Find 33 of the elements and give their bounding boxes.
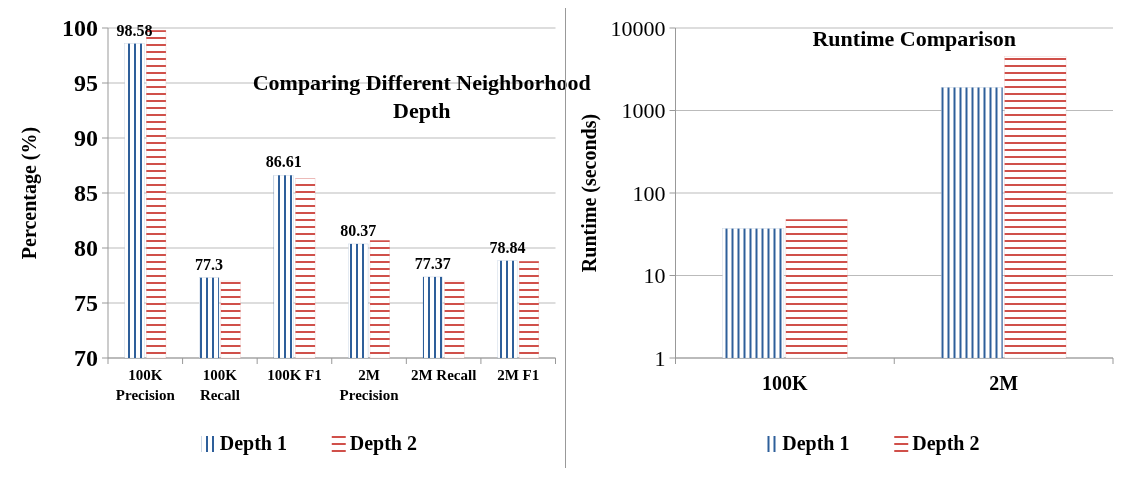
y-tick-label: 10 — [643, 263, 666, 289]
y-tick-label: 100 — [632, 180, 666, 206]
y-tick-label: 1000 — [621, 98, 666, 124]
y-tick-label: 75 — [74, 290, 98, 317]
legend-label: Depth 2 — [349, 432, 417, 455]
y-tick-label: 80 — [74, 235, 98, 262]
x-tick-label: 100K — [762, 372, 809, 394]
x-tick-label: 2M Precision — [339, 367, 400, 403]
legend-label: Depth 2 — [912, 432, 980, 455]
data-label: 98.58 — [116, 21, 153, 39]
data-label: 86.61 — [265, 153, 302, 171]
y-tick-label: 85 — [74, 180, 98, 207]
x-tick-label: 2M Recall — [410, 367, 477, 383]
data-label: 77.37 — [414, 254, 451, 272]
y-axis-title: Runtime (seconds) — [577, 113, 601, 273]
y-tick-label: 70 — [74, 345, 98, 372]
y-tick-label: 90 — [74, 125, 98, 152]
y-tick-label: 1 — [654, 345, 666, 371]
x-tick-label: 2M F1 — [497, 367, 540, 383]
x-tick-label: 100K F1 — [267, 367, 322, 383]
y-tick-label: 100 — [62, 15, 98, 42]
data-label: 77.3 — [195, 255, 224, 273]
x-tick-label: 2M — [989, 372, 1019, 394]
legend-label: Depth 1 — [782, 432, 850, 455]
x-tick-label: 100K Recall — [199, 367, 240, 403]
chart-title: Runtime Comparison — [812, 26, 1017, 51]
y-tick-label: 95 — [74, 70, 98, 97]
data-label: 78.84 — [489, 238, 526, 256]
data-label: 80.37 — [340, 221, 377, 239]
x-tick-label: 100K Precision — [115, 367, 176, 403]
y-axis-title: Percentage (%) — [18, 126, 41, 260]
y-tick-label: 10000 — [610, 15, 666, 41]
legend-label: Depth 1 — [219, 432, 287, 455]
